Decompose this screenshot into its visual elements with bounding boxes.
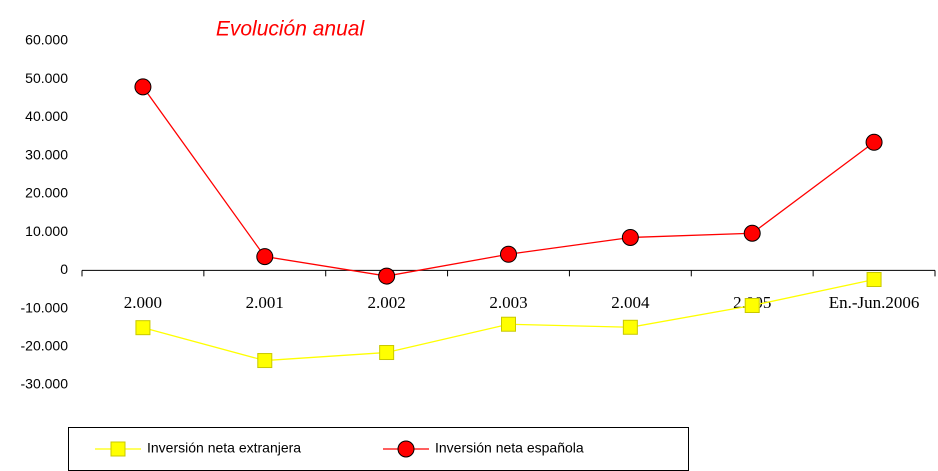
marker (622, 319, 638, 335)
marker (501, 316, 516, 332)
chart-title: Evolución anual (216, 18, 366, 41)
legend-label: Inversión neta extranjera (147, 440, 301, 456)
y-tick-label: 0 (60, 261, 68, 277)
marker (378, 267, 396, 285)
marker (743, 224, 761, 242)
legend-box (68, 427, 689, 471)
y-tick-label: 40.000 (25, 108, 68, 124)
marker (257, 353, 273, 369)
marker (500, 245, 517, 263)
x-tick-label: 2.000 (124, 293, 162, 312)
marker (134, 78, 152, 96)
x-tick-label: En.-Jun.2006 (829, 293, 920, 312)
x-tick-label: 2.002 (368, 293, 406, 312)
y-tick-label: 60.000 (25, 32, 68, 48)
y-tick-label: -10.000 (21, 299, 69, 315)
marker (744, 297, 760, 313)
marker (866, 272, 882, 288)
x-tick-label: 2.004 (611, 293, 650, 312)
marker (256, 248, 274, 266)
marker (865, 133, 883, 151)
y-tick-label: 50.000 (25, 70, 68, 86)
marker (621, 228, 639, 246)
x-tick-label: 2.003 (489, 293, 527, 312)
marker (379, 345, 395, 361)
y-tick-label: -30.000 (21, 376, 69, 392)
y-tick-label: -20.000 (21, 337, 69, 353)
legend-marker (110, 441, 126, 457)
x-tick-label: 2.001 (246, 293, 284, 312)
y-tick-label: 30.000 (25, 146, 68, 162)
legend-label: Inversión neta española (435, 440, 584, 456)
y-tick-label: 10.000 (25, 223, 68, 239)
marker (135, 320, 151, 336)
legend-marker (397, 440, 415, 458)
y-tick-label: 20.000 (25, 185, 68, 201)
